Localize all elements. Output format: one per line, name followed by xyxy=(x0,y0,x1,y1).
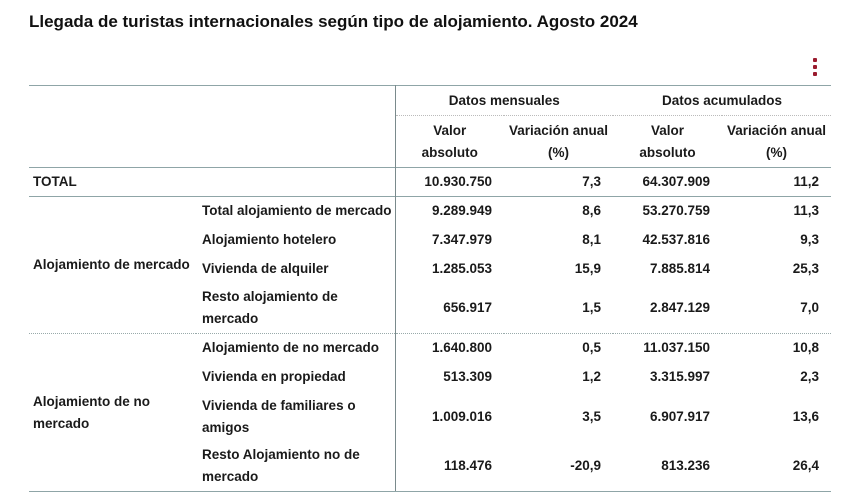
kebab-dot xyxy=(813,58,817,62)
table-row: Alojamiento de no mercado Alojamiento de… xyxy=(29,333,832,492)
cell-monthly-value: 10.930.750 xyxy=(395,167,504,197)
header-cumulative: Datos acumulados xyxy=(613,85,832,116)
cell-monthly-var: 8,1 xyxy=(582,232,602,247)
cell-monthly-value: 118.476 xyxy=(395,441,504,492)
header-empty xyxy=(29,116,196,168)
row-label: Resto Alojamiento no de mercado xyxy=(196,441,396,492)
cell-monthly-value: 1.009.016 xyxy=(431,408,492,424)
group-label: Alojamiento de no mercado xyxy=(29,333,196,492)
cell-monthly-value: 7.347.979 xyxy=(431,232,492,247)
cell-cum-var: 13,6 xyxy=(792,408,820,424)
group-label: Alojamiento de mercado xyxy=(29,196,196,334)
cell-cum-value: 7.885.814 xyxy=(649,261,711,276)
header-row-columns: Valor absoluto Variación anual (%) Valor… xyxy=(29,115,832,168)
table-row: Alojamiento hotelero 7.347.979 8,1 42.53… xyxy=(29,225,831,255)
cell-cum-var: 11,3 xyxy=(722,196,832,226)
cell-cum-value: 6.907.917 xyxy=(649,408,711,424)
row-label: Total alojamiento de mercado xyxy=(196,196,396,226)
page-title: Llegada de turistas internacionales segú… xyxy=(29,12,638,31)
cell-cum-var: 7,0 xyxy=(800,300,820,316)
row-label: Resto alojamiento de mercado xyxy=(196,283,396,334)
table-row: Vivienda de familiares o amigos 1.009.01… xyxy=(29,391,831,442)
table-row: Resto alojamiento de mercado 656.917 1,5… xyxy=(29,283,831,334)
table-row: Vivienda en propiedad 513.309 1,2 3.315.… xyxy=(29,362,831,392)
cell-cum-var: 9,3 xyxy=(800,232,820,247)
cell-monthly-var: 7,3 xyxy=(504,167,614,197)
table-row: Resto Alojamiento no de mercado 118.476 … xyxy=(29,441,832,492)
cell-monthly-value: 1.640.800 xyxy=(395,333,504,363)
cell-monthly-var: 1,2 xyxy=(582,369,602,384)
cell-cum-var: 11,2 xyxy=(722,167,832,197)
cell-cum-var: 10,8 xyxy=(722,333,832,363)
header-row-groups: Datos mensuales Datos acumulados xyxy=(29,85,832,116)
cell-monthly-value: 9.289.949 xyxy=(395,196,504,226)
cell-monthly-var: -20,9 xyxy=(504,441,614,492)
header-empty xyxy=(196,85,396,116)
cell-monthly-var: 0,5 xyxy=(504,333,614,363)
total-empty xyxy=(196,167,396,197)
kebab-dot xyxy=(813,72,817,76)
total-label: TOTAL xyxy=(29,167,196,197)
cell-monthly-value: 1.285.053 xyxy=(431,261,492,276)
kebab-menu-icon[interactable] xyxy=(811,58,819,76)
data-table: Datos mensuales Datos acumulados Valor a… xyxy=(29,85,832,492)
cell-cum-value: 2.847.129 xyxy=(649,300,711,316)
header-monthly-abs: Valor absoluto xyxy=(395,115,504,168)
header-cum-abs: Valor absoluto xyxy=(613,115,723,168)
cell-cum-var: 26,4 xyxy=(722,441,832,492)
header-cum-var: Variación anual (%) xyxy=(722,115,832,168)
cell-monthly-var: 3,5 xyxy=(582,408,602,424)
cell-cum-value: 3.315.997 xyxy=(649,369,711,384)
row-label: Vivienda de familiares o amigos xyxy=(196,391,396,442)
cell-monthly-var: 15,9 xyxy=(574,261,602,276)
row-label: Vivienda de alquiler xyxy=(196,254,396,284)
cell-monthly-var: 8,6 xyxy=(504,196,614,226)
cell-cum-var: 25,3 xyxy=(792,261,820,276)
cell-cum-value: 42.537.816 xyxy=(642,232,711,247)
row-label: Vivienda en propiedad xyxy=(196,362,396,392)
header-monthly: Datos mensuales xyxy=(395,85,614,116)
header-monthly-var: Variación anual (%) xyxy=(504,115,614,168)
cell-cum-value: 11.037.150 xyxy=(613,333,723,363)
table-row-total: TOTAL 10.930.750 7,3 64.307.909 11,2 xyxy=(29,167,832,197)
header-empty xyxy=(29,85,196,116)
kebab-dot xyxy=(813,65,817,69)
cell-cum-var: 2,3 xyxy=(800,369,820,384)
row-label: Alojamiento de no mercado xyxy=(196,333,396,363)
cell-cum-value: 64.307.909 xyxy=(613,167,723,197)
header-empty xyxy=(196,115,396,168)
cell-monthly-value: 656.917 xyxy=(443,300,492,316)
row-label: Alojamiento hotelero xyxy=(196,225,396,255)
table-row: Alojamiento de mercado Total alojamiento… xyxy=(29,196,832,334)
cell-cum-value: 813.236 xyxy=(613,441,723,492)
cell-monthly-var: 1,5 xyxy=(582,300,602,316)
cell-monthly-value: 513.309 xyxy=(443,369,492,384)
table-row: Vivienda de alquiler 1.285.053 15,9 7.88… xyxy=(29,254,831,284)
cell-cum-value: 53.270.759 xyxy=(613,196,723,226)
